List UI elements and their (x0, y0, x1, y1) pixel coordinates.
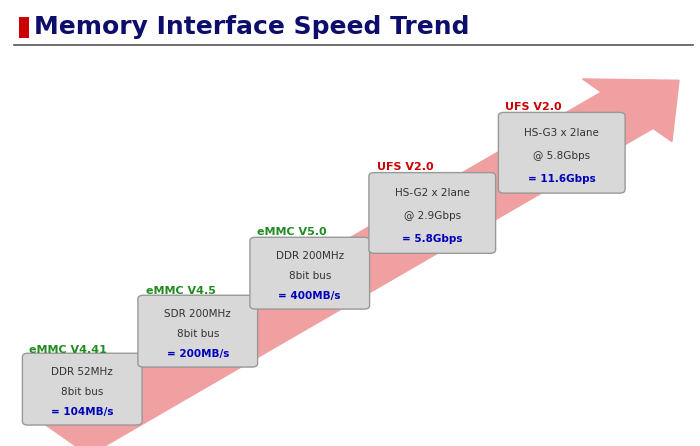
Text: @ 5.8Gbps: @ 5.8Gbps (533, 151, 590, 161)
FancyBboxPatch shape (22, 353, 142, 425)
Text: eMMC V4.5: eMMC V4.5 (146, 286, 216, 296)
Bar (19, 17, 29, 38)
Text: UFS V2.0: UFS V2.0 (377, 162, 433, 172)
Text: = 11.6Gbps: = 11.6Gbps (528, 174, 596, 184)
Text: SDR 200MHz: SDR 200MHz (164, 309, 231, 319)
Polygon shape (37, 79, 679, 446)
FancyBboxPatch shape (250, 237, 370, 309)
Text: = 200MB/s: = 200MB/s (167, 349, 229, 359)
Text: HS-G2 x 2lane: HS-G2 x 2lane (395, 188, 470, 198)
Text: eMMC V4.41: eMMC V4.41 (29, 345, 107, 355)
Text: UFS V2.0: UFS V2.0 (505, 103, 562, 112)
Text: = 104MB/s: = 104MB/s (51, 407, 113, 417)
Text: = 5.8Gbps: = 5.8Gbps (402, 235, 463, 244)
Text: DDR 200MHz: DDR 200MHz (276, 251, 344, 261)
FancyBboxPatch shape (369, 173, 496, 253)
FancyBboxPatch shape (138, 295, 258, 367)
Text: HS-G3 x 2lane: HS-G3 x 2lane (524, 128, 599, 138)
Text: = 400MB/s: = 400MB/s (279, 291, 341, 301)
Text: 8bit bus: 8bit bus (61, 387, 104, 397)
Text: eMMC V5.0: eMMC V5.0 (257, 227, 326, 237)
FancyBboxPatch shape (498, 112, 625, 193)
Text: DDR 52MHz: DDR 52MHz (51, 367, 113, 377)
Text: 8bit bus: 8bit bus (288, 271, 331, 281)
Text: Memory Interface Speed Trend: Memory Interface Speed Trend (34, 15, 469, 39)
Text: 8bit bus: 8bit bus (176, 329, 219, 339)
Text: @ 2.9Gbps: @ 2.9Gbps (404, 211, 461, 221)
